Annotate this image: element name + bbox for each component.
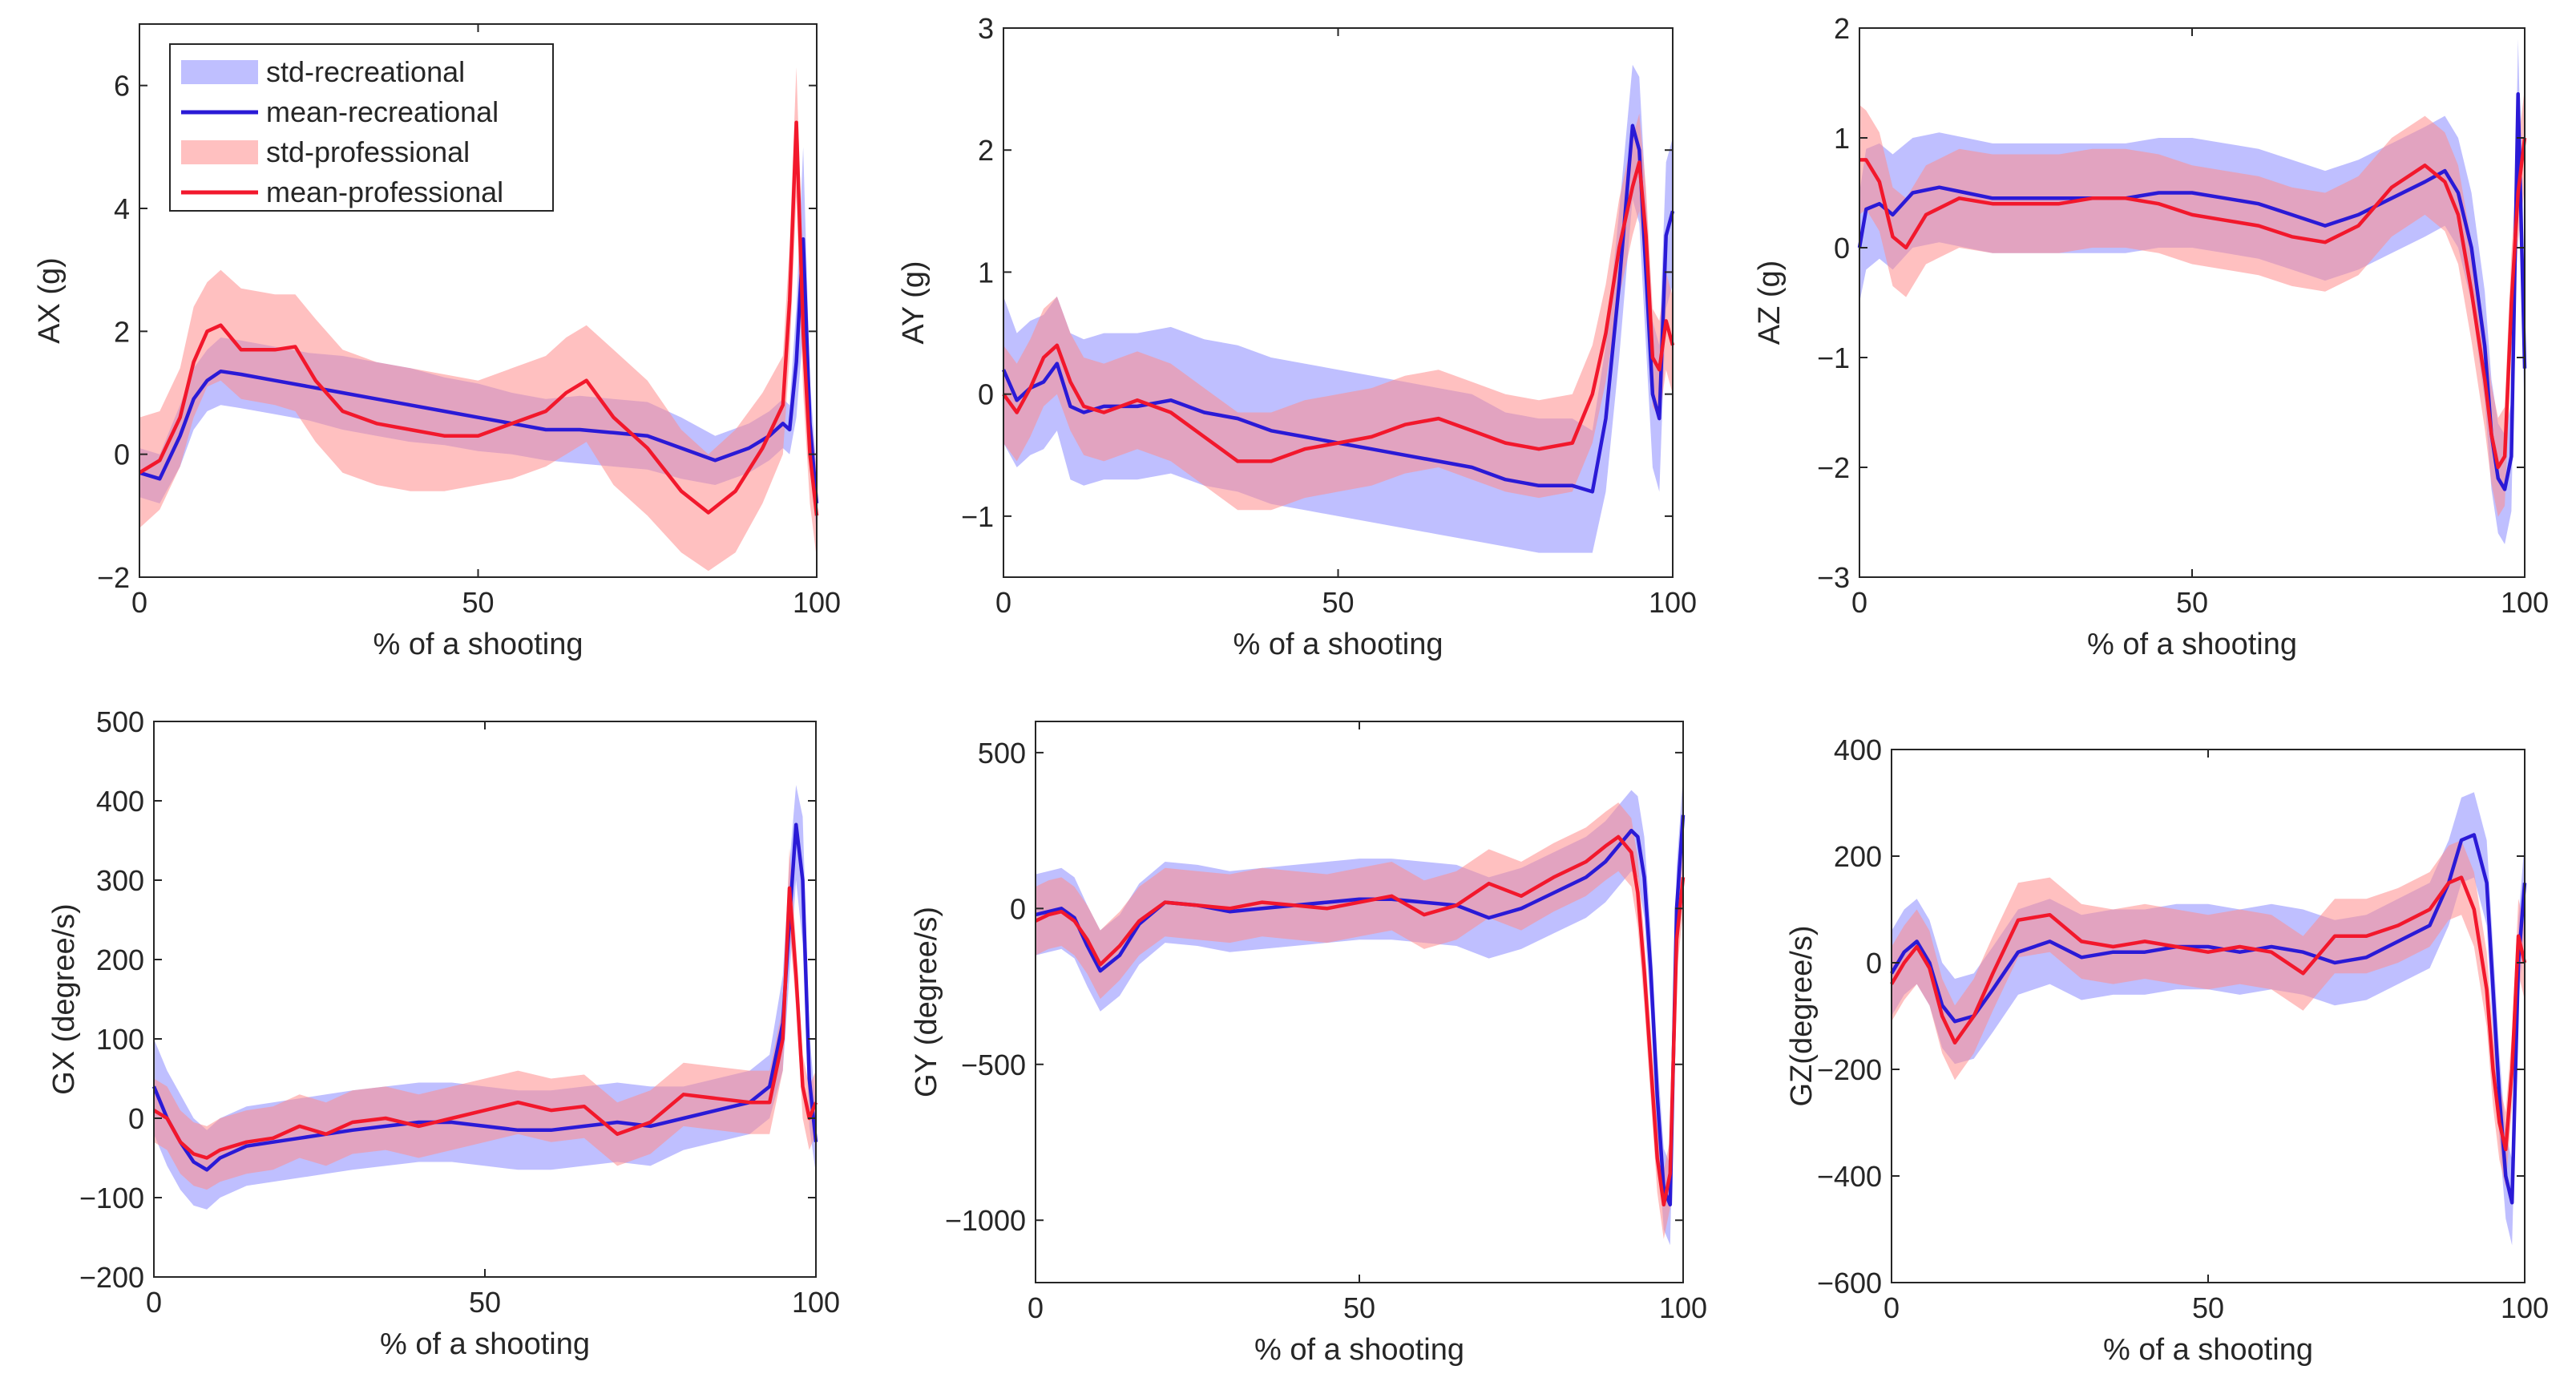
y-tick-label: 100 [96,1023,144,1056]
y-tick-label: 1 [1834,122,1850,155]
y-tick-label: −1 [1817,341,1850,374]
legend-label-mean-professional: mean-professional [266,176,503,208]
y-tick-label: 200 [1834,840,1882,873]
x-tick-label: 100 [793,586,841,619]
y-tick-label: 500 [96,705,144,738]
y-tick-label: −200 [1817,1053,1882,1086]
band-std-professional [139,67,817,572]
x-tick-label: 100 [1649,586,1697,619]
y-tick-label: −400 [1817,1160,1882,1193]
x-tick-label: 50 [2192,1291,2224,1324]
y-axis-label: AZ (g) [1753,261,1787,345]
x-axis-label: % of a shooting [1254,1333,1464,1367]
panel-gy: 0 50 100 −1000 −500 0 500 % of a shooting GY (de… [910,721,1707,1367]
y-axis-label: AX (g) [33,257,67,344]
band-std-professional [1892,840,2525,1187]
y-tick-label: 400 [96,785,144,818]
y-tick-label: −200 [79,1261,144,1294]
y-tick-label: −100 [79,1182,144,1214]
band-std-professional [1036,802,1683,1239]
plot-area [1859,28,2525,577]
panel-ay: 0 50 100 −1 0 1 2 3 % of a shooting AY (g) [897,12,1697,661]
band-std-professional [154,848,816,1190]
y-tick-label: 0 [1834,232,1850,265]
line-mean-professional [1859,137,2527,470]
panel-az: 0 50 100 −3 −2 −1 0 1 2 % of a shooting AZ (g) [1753,12,2549,661]
y-tick-label: 3 [978,12,994,45]
y-tick-label: 0 [114,438,130,471]
y-axis-label: GZ(degree/s) [1785,926,1819,1107]
y-tick-label: −500 [961,1049,1026,1081]
line-mean-professional [1002,160,1675,463]
y-tick-label: 0 [128,1102,144,1135]
legend: std-recreational mean-recreational std-p… [169,43,554,212]
y-tick-label: 500 [978,737,1026,770]
x-tick-label: 50 [462,586,494,619]
line-mean-recreational [1035,814,1686,1207]
y-tick-label: 0 [1866,947,1882,980]
x-tick-label: 0 [995,586,1011,619]
y-axis-label: GX (degree/s) [47,903,81,1095]
band-std-professional [1859,88,2525,517]
x-tick-label: 0 [1851,586,1867,619]
x-tick-label: 100 [2501,586,2549,619]
panel-gx: 0 50 100 −200 −100 0 100 200 300 400 500 % of a sho… [47,705,840,1361]
x-tick-label: 50 [469,1286,501,1319]
x-tick-label: 0 [1884,1291,1900,1324]
line-mean-professional [152,886,818,1160]
y-tick-label: −3 [1817,561,1850,594]
x-tick-label: 50 [1343,1291,1375,1324]
y-tick-label: 2 [1834,12,1850,45]
y-tick-label: 300 [96,864,144,897]
y-tick-label: −2 [97,561,130,594]
y-tick-label: 400 [1834,733,1882,766]
y-tick-label: −1000 [945,1204,1026,1237]
line-mean-professional [1035,834,1686,1207]
y-tick-label: 0 [1010,892,1026,925]
y-tick-label: −2 [1817,451,1850,484]
x-axis-label: % of a shooting [373,628,583,661]
x-axis-label: % of a shooting [380,1327,590,1361]
x-tick-label: 0 [131,586,147,619]
y-axis-label: AY (g) [897,261,931,344]
line-mean-recreational [1001,123,1675,494]
y-tick-label: −600 [1817,1267,1882,1299]
line-mean-professional [138,120,819,516]
plot-area [1036,721,1683,1283]
x-tick-label: 0 [146,1286,162,1319]
y-tick-label: 0 [978,378,994,411]
plot-area [154,721,816,1277]
x-axis-label: % of a shooting [2103,1333,2313,1367]
legend-label-std-professional: std-professional [266,135,470,168]
x-axis-label: % of a shooting [1233,628,1443,661]
y-tick-label: 200 [96,944,144,976]
y-tick-label: 2 [978,134,994,167]
y-tick-label: 4 [114,192,130,225]
line-mean-professional [1890,875,2527,1152]
x-tick-label: 0 [1028,1291,1044,1324]
x-tick-label: 50 [2176,586,2208,619]
y-tick-label: 2 [114,315,130,348]
legend-label-std-recreational: std-recreational [266,55,465,88]
y-tick-label: 1 [978,256,994,289]
x-axis-label: % of a shooting [2087,628,2297,661]
x-tick-label: 100 [792,1286,840,1319]
y-axis-label: GY (degree/s) [910,907,943,1097]
x-tick-label: 100 [2501,1291,2549,1324]
x-tick-label: 100 [1659,1291,1707,1324]
x-tick-label: 50 [1322,586,1354,619]
legend-swatch-std-professional [181,140,258,164]
legend-swatch-std-recreational [181,60,258,84]
legend-label-mean-recreational: mean-recreational [266,95,499,128]
y-tick-label: 6 [114,70,130,103]
panel-gz: 0 50 100 −600 −400 −200 0 200 400 % of a shooting… [1785,733,2549,1367]
y-tick-label: −1 [961,500,994,533]
